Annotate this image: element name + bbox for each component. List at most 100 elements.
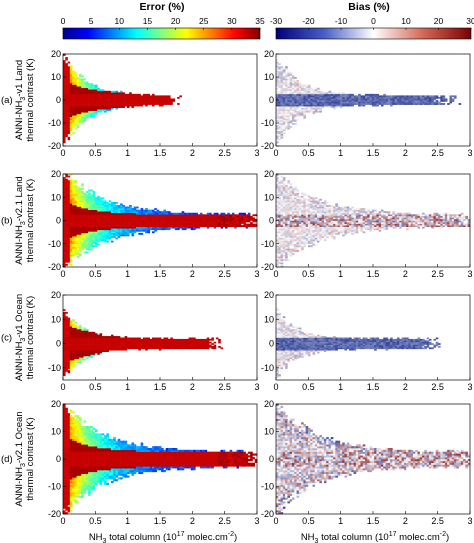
y-tick-label: 20 xyxy=(264,49,274,59)
y-tick-label: 0 xyxy=(269,95,274,105)
x-tick-label: 2 xyxy=(190,516,195,526)
bias-colorbar-tick-label: -30 xyxy=(270,16,283,26)
y-tick-label: -10 xyxy=(261,363,274,373)
x-tick-label: 0.5 xyxy=(302,269,315,279)
x-tick-label: 0.5 xyxy=(89,148,102,158)
y-tick-label: 10 xyxy=(264,427,274,437)
x-tick-label: 1 xyxy=(338,382,343,392)
x-tick-label: 2.5 xyxy=(218,148,231,158)
y-tick-label: 10 xyxy=(51,314,61,324)
x-tick-label: 2.5 xyxy=(218,516,231,526)
y-tick-label: 10 xyxy=(264,192,274,202)
heatmap-cells xyxy=(276,174,471,268)
x-tick-label: 3 xyxy=(467,382,472,392)
x-tick-label: 1.5 xyxy=(154,382,167,392)
x-tick-label: 2 xyxy=(190,269,195,279)
y-axis-label: ANNI-NH3-v1 Ocean xyxy=(14,294,27,381)
x-tick-label: 0 xyxy=(273,269,278,279)
x-tick-label: 2 xyxy=(403,382,408,392)
panel-error-3: 0 0.5 1 1.5 2 2.5 3 -10 0 10 20 (c)ANNI-NH3-v1 Ocea… xyxy=(1,290,260,392)
panel-letter: (a) xyxy=(1,95,13,106)
y-tick-label: 20 xyxy=(51,49,61,59)
panel-error-4: 0 0.5 1 1.5 2 2.5 3 -20 -10 0 10 20 (d)ANNI-NH3-v2.1… xyxy=(1,399,260,526)
bias-colorbar-tick-label: 0 xyxy=(371,16,376,26)
y-tick-label: -10 xyxy=(261,239,274,249)
heatmap-cells xyxy=(276,307,441,378)
x-tick-label: 2 xyxy=(403,148,408,158)
x-tick-label: 1 xyxy=(338,148,343,158)
y-tick-label: 0 xyxy=(269,339,274,349)
y-tick-label: 10 xyxy=(51,192,61,202)
x-tick-label: 3 xyxy=(467,269,472,279)
error-colorbar-tick-label: 5 xyxy=(89,16,94,26)
error-colorbar-tick-label: 10 xyxy=(115,16,125,26)
y-tick-label: -10 xyxy=(48,482,61,492)
y-tick-label: -20 xyxy=(48,509,61,519)
y-tick-label: -20 xyxy=(48,141,61,151)
x-tick-label: 0 xyxy=(60,382,65,392)
bias-colorbar-tick-label: 20 xyxy=(434,16,444,26)
panel-letter: (b) xyxy=(1,216,13,227)
y-tick-label: 0 xyxy=(269,454,274,464)
x-tick-label: 1.5 xyxy=(367,382,380,392)
x-tick-label: 0 xyxy=(60,269,65,279)
bias-colorbar-tick-label: 30 xyxy=(466,16,474,26)
y-axis-label-line2: thermal contrast (K) xyxy=(25,58,36,141)
y-tick-label: -20 xyxy=(261,141,274,151)
panel-bias-3: 0 0.5 1 1.5 2 2.5 3 -10 0 10 20 xyxy=(261,290,473,392)
panel-letter: (c) xyxy=(1,333,12,344)
error-colorbar-tick-label: 20 xyxy=(171,16,181,26)
heatmap-cells xyxy=(63,54,182,144)
x-tick-label: 3 xyxy=(254,382,259,392)
bias-colorbar-tick-label: -20 xyxy=(302,16,315,26)
x-tick-label: 2 xyxy=(403,269,408,279)
y-tick-label: 0 xyxy=(56,216,61,226)
panel-bias-4: 0 0.5 1 1.5 2 2.5 3 -20 -10 0 10 20 xyxy=(261,399,473,526)
y-tick-label: 0 xyxy=(56,454,61,464)
y-axis-label: ANNI-NH3-v2.1 Land xyxy=(14,176,27,264)
y-axis-label-line2: thermal contrast (K) xyxy=(25,179,36,262)
panel-error-2: 0 0.5 1 1.5 2 2.5 3 -20 -10 0 10 20 (b)ANNI-NH3-v2.1… xyxy=(1,169,260,279)
heatmap-cells xyxy=(276,404,471,515)
bias-colorbar-tick-label: 10 xyxy=(401,16,411,26)
y-tick-label: -20 xyxy=(261,509,274,519)
y-tick-label: 20 xyxy=(51,399,61,409)
x-tick-label: 0 xyxy=(60,516,65,526)
x-tick-label: 2 xyxy=(190,148,195,158)
x-tick-label: 1.5 xyxy=(367,148,380,158)
x-tick-label: 0 xyxy=(273,148,278,158)
heatmap-cells xyxy=(63,174,258,268)
x-tick-label: 2.5 xyxy=(218,269,231,279)
y-tick-label: 20 xyxy=(51,290,61,300)
bias-colorbar-tick-label: -10 xyxy=(335,16,348,26)
x-tick-label: 2.5 xyxy=(218,382,231,392)
error-colorbar-tick-label: 35 xyxy=(255,16,265,26)
y-tick-label: 20 xyxy=(264,290,274,300)
x-tick-label: 2.5 xyxy=(431,382,444,392)
x-tick-label: 1.5 xyxy=(367,516,380,526)
x-tick-label: 2.5 xyxy=(431,148,444,158)
x-tick-label: 0.5 xyxy=(89,269,102,279)
y-axis-label: ANNI-NH3-v1 Land xyxy=(14,60,27,140)
y-tick-label: 10 xyxy=(51,427,61,437)
bias-colorbar-title: Bias (%) xyxy=(348,1,389,13)
x-tick-label: 1.5 xyxy=(154,148,167,158)
x-tick-label: 1 xyxy=(338,269,343,279)
y-tick-label: -10 xyxy=(48,363,61,373)
x-tick-label: 2.5 xyxy=(431,269,444,279)
x-tick-label: 0 xyxy=(273,516,278,526)
y-tick-label: -20 xyxy=(48,262,61,272)
x-tick-label: 2 xyxy=(403,516,408,526)
x-tick-label: 3 xyxy=(467,148,472,158)
error-colorbar-tick-label: 30 xyxy=(227,16,237,26)
x-tick-label: 1 xyxy=(125,269,130,279)
y-tick-label: -10 xyxy=(261,482,274,492)
error-colorbar-tick-label: 25 xyxy=(199,16,209,26)
x-tick-label: 3 xyxy=(254,148,259,158)
y-axis-label-line2: thermal contrast (K) xyxy=(25,417,36,500)
y-tick-label: 0 xyxy=(56,95,61,105)
bias-x-axis-label: NH3 total column (1017 molec.cm-2) xyxy=(301,531,449,543)
y-tick-label: 10 xyxy=(264,314,274,324)
x-tick-label: 1.5 xyxy=(154,269,167,279)
x-tick-label: 1 xyxy=(125,516,130,526)
